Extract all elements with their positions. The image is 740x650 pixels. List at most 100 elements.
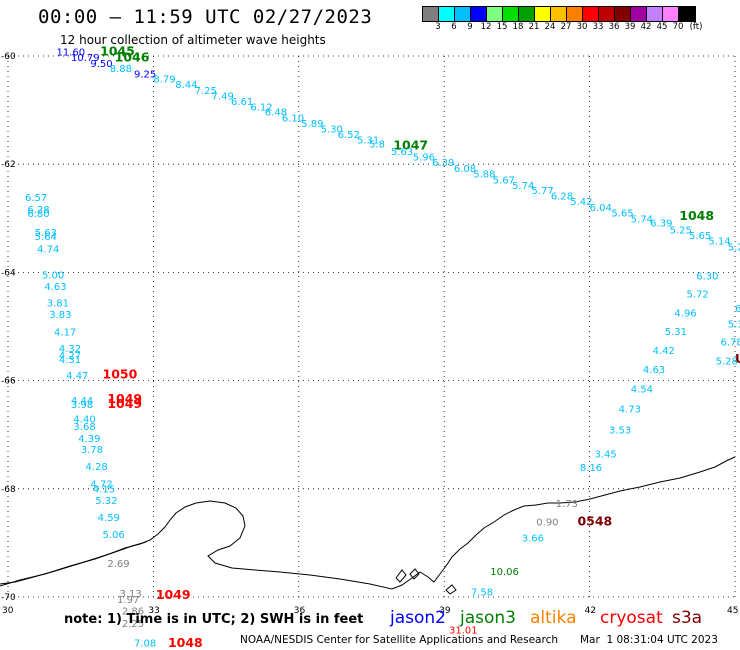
wave-height-label: 6.39 xyxy=(432,158,454,169)
wave-height-label: 5.96 xyxy=(413,153,435,164)
wave-height-label: 4.32 xyxy=(59,344,81,355)
wave-height-label: 5.42 xyxy=(570,197,592,208)
map-grid xyxy=(7,55,736,598)
wave-height-label: 6.61 xyxy=(231,97,253,108)
pressure-label: U xyxy=(735,351,740,366)
wave-height-label: 9.50 xyxy=(90,59,112,70)
wave-height-label: 4.73 xyxy=(619,405,641,416)
wave-height-label: 10.79 xyxy=(71,53,100,64)
wave-height-label: 5.28 xyxy=(716,357,738,368)
pressure-label: 1049 xyxy=(156,587,191,602)
colorbar-tick-label: 39 xyxy=(624,22,636,32)
colorbar-swatch xyxy=(567,7,583,21)
colorbar-tick-label: (ft) xyxy=(689,22,703,32)
wave-height-label: 4.72 xyxy=(90,479,112,490)
colorbar-swatch xyxy=(487,7,503,21)
colorbar-swatch xyxy=(647,7,663,21)
colorbar-tick-label: 33 xyxy=(592,22,604,32)
wave-height-label: 3.66 xyxy=(522,533,544,544)
colorbar-swatch xyxy=(535,7,551,21)
wave-height-label: 5.39 xyxy=(728,319,740,330)
wave-height-label: 4.54 xyxy=(631,385,653,396)
wave-height-label: 5.14 xyxy=(708,236,730,247)
lon-tick-label: 30 xyxy=(2,606,14,616)
wave-height-label: 3.13 xyxy=(119,589,141,600)
wave-height-label: 4.39 xyxy=(78,434,100,445)
coastline-path xyxy=(0,456,736,590)
colorbar-tick-label: 9 xyxy=(467,22,473,32)
pressure-label: 1048 xyxy=(168,635,203,650)
colorbar-swatch xyxy=(551,7,567,21)
wave-height-label: 5.25 xyxy=(670,226,692,237)
lon-tick-label: 33 xyxy=(148,606,159,616)
wave-height-label: 5.88 xyxy=(473,169,495,180)
wave-height-label: 6.28 xyxy=(27,205,49,216)
lon-tick-label: 42 xyxy=(585,606,596,616)
wave-height-label: 6.48 xyxy=(265,108,287,119)
lat-tick-label: -66 xyxy=(1,377,16,387)
pressure-label: 0548 xyxy=(577,513,612,528)
wave-height-label: 4.96 xyxy=(674,308,696,319)
lon-tick-label: 36 xyxy=(294,606,306,616)
lon-tick-label: 45 xyxy=(727,606,738,616)
wave-height-label: 5.30 xyxy=(321,124,343,135)
legend-cryosat: cryosat xyxy=(600,608,663,628)
colorbar-swatch xyxy=(583,7,599,21)
colorbar-swatch xyxy=(455,7,471,21)
wave-height-label: 4.17 xyxy=(54,327,76,338)
wave-height-label: 8.44 xyxy=(175,80,197,91)
wave-height-label: 4.31 xyxy=(59,355,81,366)
wave-height-label: 5.89 xyxy=(301,119,323,130)
colorbar-tick-label: 27 xyxy=(560,22,572,32)
wave-height-label: 8.88 xyxy=(110,64,132,75)
colorbar-tick-label: 15 xyxy=(496,22,508,32)
wave-height-label: 6.04 xyxy=(590,203,612,214)
pressure-label: 1048 xyxy=(679,208,714,223)
wave-height-label: 31.01 xyxy=(449,625,478,636)
pressure-label: 1047 xyxy=(393,137,428,152)
wave-height-label: 7.08 xyxy=(134,638,156,649)
lon-tick-label: 39 xyxy=(439,606,451,616)
wave-height-label: 7.25 xyxy=(195,86,217,97)
wave-height-label: 4.27 xyxy=(59,351,81,362)
wave-height-label: 5.27 xyxy=(728,242,740,253)
wave-height-label: 3.45 xyxy=(594,450,616,461)
wave-height-label: 5.77 xyxy=(531,186,553,197)
wave-height-label: 1.73 xyxy=(556,499,578,510)
wave-height-label: 6. xyxy=(735,304,740,315)
page-title: 00:00 – 11:59 UTC 02/27/2023 xyxy=(38,6,373,28)
wave-height-label: 3.68 xyxy=(73,422,95,433)
colorbar-swatch xyxy=(631,7,647,21)
colorbar-tick-label: 6 xyxy=(451,22,457,32)
wave-height-colorbar xyxy=(422,6,696,22)
wave-height-label: 9.25 xyxy=(134,69,156,80)
wave-height-label: 6.12 xyxy=(250,102,272,113)
legend-altika: altika xyxy=(530,608,577,628)
wave-height-label: 4.47 xyxy=(66,371,88,382)
wave-height-label: 6.80 xyxy=(27,209,49,220)
legend-jason3: jason3 xyxy=(460,608,516,628)
colorbar-tick-label: 30 xyxy=(576,22,588,32)
wave-height-label: 7.49 xyxy=(212,91,234,102)
pressure-label: 1049 xyxy=(107,396,142,411)
latitude-labels: -60 -62 -64 -66 -68 -70 xyxy=(1,52,16,603)
wave-height-label: 4.63 xyxy=(643,365,665,376)
wave-height-label: 5.65 xyxy=(689,231,711,242)
wave-height-label: 7.58 xyxy=(471,588,493,599)
wave-height-label: 5.64 xyxy=(35,232,57,243)
wave-height-label: 4.42 xyxy=(653,346,675,357)
wave-height-label: 5.63 xyxy=(35,228,57,239)
colorbar-tick-label: 3 xyxy=(435,22,441,32)
wave-height-label: 0.90 xyxy=(536,517,558,528)
wave-height-label: 6.78 xyxy=(720,338,740,349)
wave-height-label: 2.69 xyxy=(107,559,129,570)
page-subtitle: 12 hour collection of altimeter wave hei… xyxy=(60,33,326,47)
colorbar-tick-label: 42 xyxy=(640,22,652,32)
colorbar-labels: 3 6 9 12 15 18 21 24 27 30 33 36 39 42 45 70 (ft) xyxy=(422,22,732,34)
wave-height-label: 2.25 xyxy=(122,619,144,630)
colorbar-tick-label: 45 xyxy=(656,22,668,32)
wave-height-label: 5.31 xyxy=(665,327,687,338)
wave-height-label: 6.28 xyxy=(551,192,573,203)
